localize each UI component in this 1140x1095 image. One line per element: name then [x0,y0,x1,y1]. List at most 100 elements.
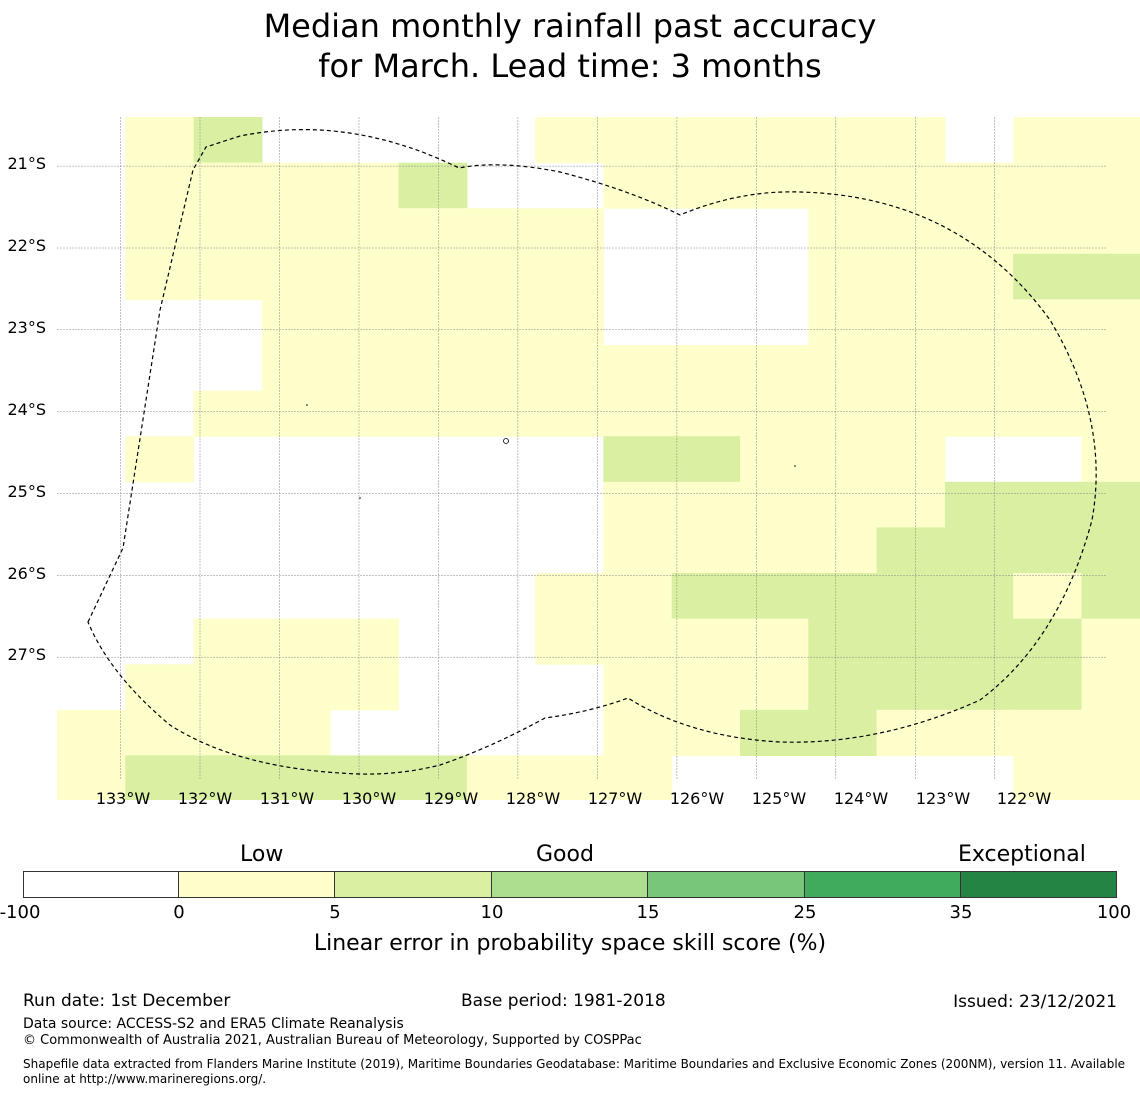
grid-cell [1013,117,1083,164]
grid-cell [740,481,809,528]
grid-cell [398,390,468,437]
grid-cell [193,208,263,255]
grid-cell [330,162,400,209]
lon-label: 122°W [996,789,1052,808]
grid-cell [261,253,331,300]
grid-cell [330,664,400,711]
grid-cell [330,755,400,800]
grid-cell [603,709,673,756]
grid-cell [535,573,604,620]
island-marker [794,465,796,467]
grid-cell [398,208,468,255]
grid-cell [125,755,195,800]
grid-cell [808,618,878,665]
lat-label: 22°S [7,236,46,255]
grid-cell [1013,299,1083,346]
grid-cell [876,573,946,620]
grid-cell [1013,527,1083,574]
grid-cell [398,253,468,300]
grid-cell [398,755,468,800]
colorbar-segment [335,871,492,897]
grid-cell [671,162,741,209]
colorbar-segment [805,871,961,897]
grid-cell [944,299,1014,346]
grid-cell [193,709,263,756]
grid-cell [808,436,878,483]
island-marker [359,497,361,499]
grid-cell [1081,755,1140,800]
colorbar-tick: 0 [173,902,185,923]
lat-label: 27°S [7,645,46,664]
grid-cell [603,573,673,620]
grid-cell [193,117,263,164]
colorbar-title: Linear error in probability space skill … [313,931,827,956]
colorbar-segment [961,871,1117,897]
grid-cell [535,253,604,300]
grid-cell [740,436,809,483]
grid-cell [808,253,878,300]
grid-cell [603,345,673,392]
grid-cell [876,709,946,756]
grid-cell [261,345,331,392]
lon-label: 125°W [751,789,807,808]
grid-cell [944,573,1014,620]
grid-cell [330,618,400,665]
grid-cell [466,390,536,437]
lon-label: 128°W [505,789,561,808]
grid-cell [1013,345,1083,392]
grid-cell [808,162,878,209]
lat-label: 23°S [7,318,46,337]
grid-cell [398,162,468,209]
copyright: © Commonwealth of Australia 2021, Austra… [23,1033,642,1048]
grid-cell [1013,664,1083,711]
grid-cell [740,117,809,164]
data-source: Data source: ACCESS-S2 and ERA5 Climate … [23,1016,404,1032]
category-label-exceptional: Exceptional [958,842,1086,867]
grid-cell [740,162,809,209]
island-marker [306,404,308,406]
grid-cell [671,436,741,483]
grid-cell [261,709,331,756]
grid-cell [398,299,468,346]
lon-label: 129°W [423,789,479,808]
grid-cell [125,117,195,164]
grid-cell [1081,345,1140,392]
grid-cell [1013,481,1083,528]
grid-cell [740,664,809,711]
grid-cell [808,481,878,528]
lon-label: 123°W [915,789,971,808]
grid-cell [261,208,331,255]
grid-cell [330,253,400,300]
category-label-good: Good [536,842,594,867]
grid-cell [1081,208,1140,255]
grid-cell [535,208,604,255]
grid-cell [330,299,400,346]
grid-cell [808,709,878,756]
grid-cell [535,390,604,437]
grid-cell [876,481,946,528]
colorbar-segment [492,871,648,897]
grid-cell [1013,755,1083,800]
shapefile-credit: Shapefile data extracted from Flanders M… [23,1057,1126,1086]
grid-cell [1081,709,1140,756]
skill-grid-cells [57,117,1140,800]
grid-cell [603,755,673,800]
grid-cell [193,253,263,300]
colorbar-tick: 35 [949,902,973,923]
grid-cell [193,755,263,800]
grid-cell [466,253,536,300]
grid-cell [535,345,604,392]
grid-cell [1081,527,1140,574]
grid-cell [603,117,673,164]
grid-cell [671,618,741,665]
colorbar-tick: 100 [1096,902,1132,923]
grid-cell [808,208,878,255]
grid-cell [535,117,604,164]
grid-cell [740,390,809,437]
lon-label: 127°W [587,789,643,808]
grid-cell [876,117,946,164]
grid-cell [1013,253,1083,300]
grid-cell [603,436,673,483]
colorbar-tick: 15 [636,902,660,923]
grid-cell [944,481,1014,528]
